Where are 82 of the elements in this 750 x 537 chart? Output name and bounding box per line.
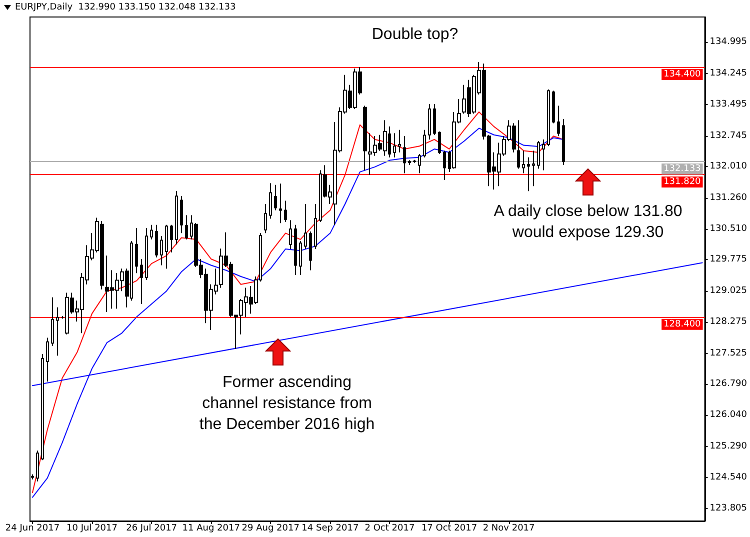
y-tick-label: 134.995 xyxy=(710,37,747,48)
candlestick xyxy=(423,129,426,158)
candlestick xyxy=(403,136,406,174)
candlestick xyxy=(264,204,267,234)
y-tick-label: 134.245 xyxy=(710,68,747,78)
candlestick xyxy=(294,224,297,276)
candlestick xyxy=(309,231,312,271)
candlestick xyxy=(155,224,158,258)
candlestick xyxy=(150,224,153,240)
candlestick xyxy=(289,220,292,250)
candlestick xyxy=(413,159,416,164)
candlestick xyxy=(393,132,396,158)
y-tick-label: 132.010 xyxy=(710,162,748,172)
ref-line-label: 131.820 xyxy=(664,176,702,187)
candlestick xyxy=(269,182,272,220)
candlestick xyxy=(56,306,59,356)
candlestick xyxy=(408,160,411,166)
candlestick xyxy=(170,224,173,253)
candlestick xyxy=(314,204,317,250)
x-tick-label: 2 Oct 2017 xyxy=(364,524,415,534)
y-tick-label: 130.510 xyxy=(710,224,748,234)
candlestick xyxy=(443,150,446,180)
candlestick xyxy=(562,118,565,166)
y-tick-label: 129.775 xyxy=(710,254,747,265)
candlestick xyxy=(135,228,138,274)
candlestick xyxy=(428,104,431,140)
y-tick-label: 128.275 xyxy=(710,317,747,328)
candlestick xyxy=(175,190,178,245)
candlestick xyxy=(532,150,535,187)
x-tick-label: 26 Jul 2017 xyxy=(126,524,178,534)
x-tick-label: 17 Oct 2017 xyxy=(421,524,478,534)
y-tick-label: 125.290 xyxy=(710,441,748,452)
annotation: Former ascending channel resistance from the December 2016 high xyxy=(199,374,375,433)
x-tick-label: 11 Aug 2017 xyxy=(182,524,240,534)
ref-line-label: 128.400 xyxy=(664,319,702,330)
candlestick xyxy=(527,156,530,192)
candlestick xyxy=(274,184,277,211)
candlestick xyxy=(36,450,39,482)
x-tick-label: 14 Sep 2017 xyxy=(302,524,359,534)
ref-line-label: 134.400 xyxy=(664,69,702,80)
y-tick-label: 131.260 xyxy=(710,192,748,203)
y-tick-label: 132.745 xyxy=(710,130,747,141)
candlestick xyxy=(438,131,441,155)
candlestick xyxy=(51,296,54,347)
candlestick xyxy=(398,129,401,153)
candlestick xyxy=(433,104,436,136)
y-tick-label: 126.040 xyxy=(710,410,748,420)
y-tick-label: 123.805 xyxy=(710,503,747,514)
candlestick xyxy=(185,214,188,240)
candlestick xyxy=(279,183,282,224)
y-tick-label: 124.540 xyxy=(710,472,748,483)
candlestick xyxy=(140,258,143,304)
x-tick-label: 24 Jun 2017 xyxy=(5,524,60,534)
candlestick xyxy=(517,120,520,170)
candlestick xyxy=(41,353,44,461)
x-tick-label: 10 Jul 2017 xyxy=(66,524,118,534)
candlestick xyxy=(284,200,287,222)
candlestick xyxy=(46,337,49,382)
y-tick-label: 129.025 xyxy=(710,286,747,296)
candlestick xyxy=(180,196,183,234)
annotation: A daily close below 131.80 would expose 129.30 xyxy=(494,203,682,241)
ref-line-label: 132.133 xyxy=(664,164,701,174)
candlestick xyxy=(363,105,367,171)
x-tick-label: 2 Nov 2017 xyxy=(482,524,535,534)
y-tick-label: 133.495 xyxy=(710,100,747,110)
candlestick xyxy=(418,154,421,174)
candlestick xyxy=(145,228,148,280)
y-tick-label: 126.790 xyxy=(710,378,748,389)
candlestick xyxy=(547,88,550,147)
x-tick-label: 29 Aug 2017 xyxy=(242,524,300,534)
candlestick xyxy=(304,204,307,250)
candlestick xyxy=(160,236,163,266)
annotation: Double top? xyxy=(372,26,458,43)
candlestick xyxy=(537,140,540,170)
candlestick xyxy=(542,138,545,171)
candlestick xyxy=(557,105,560,137)
y-tick-label: 127.525 xyxy=(710,348,747,358)
candlestick xyxy=(552,90,555,124)
candlestick xyxy=(299,240,302,276)
candlestick xyxy=(165,224,168,270)
candlestick xyxy=(522,150,525,174)
chart-title: EURJPY,Daily 132.990 133.150 132.048 132.133 xyxy=(15,2,236,12)
